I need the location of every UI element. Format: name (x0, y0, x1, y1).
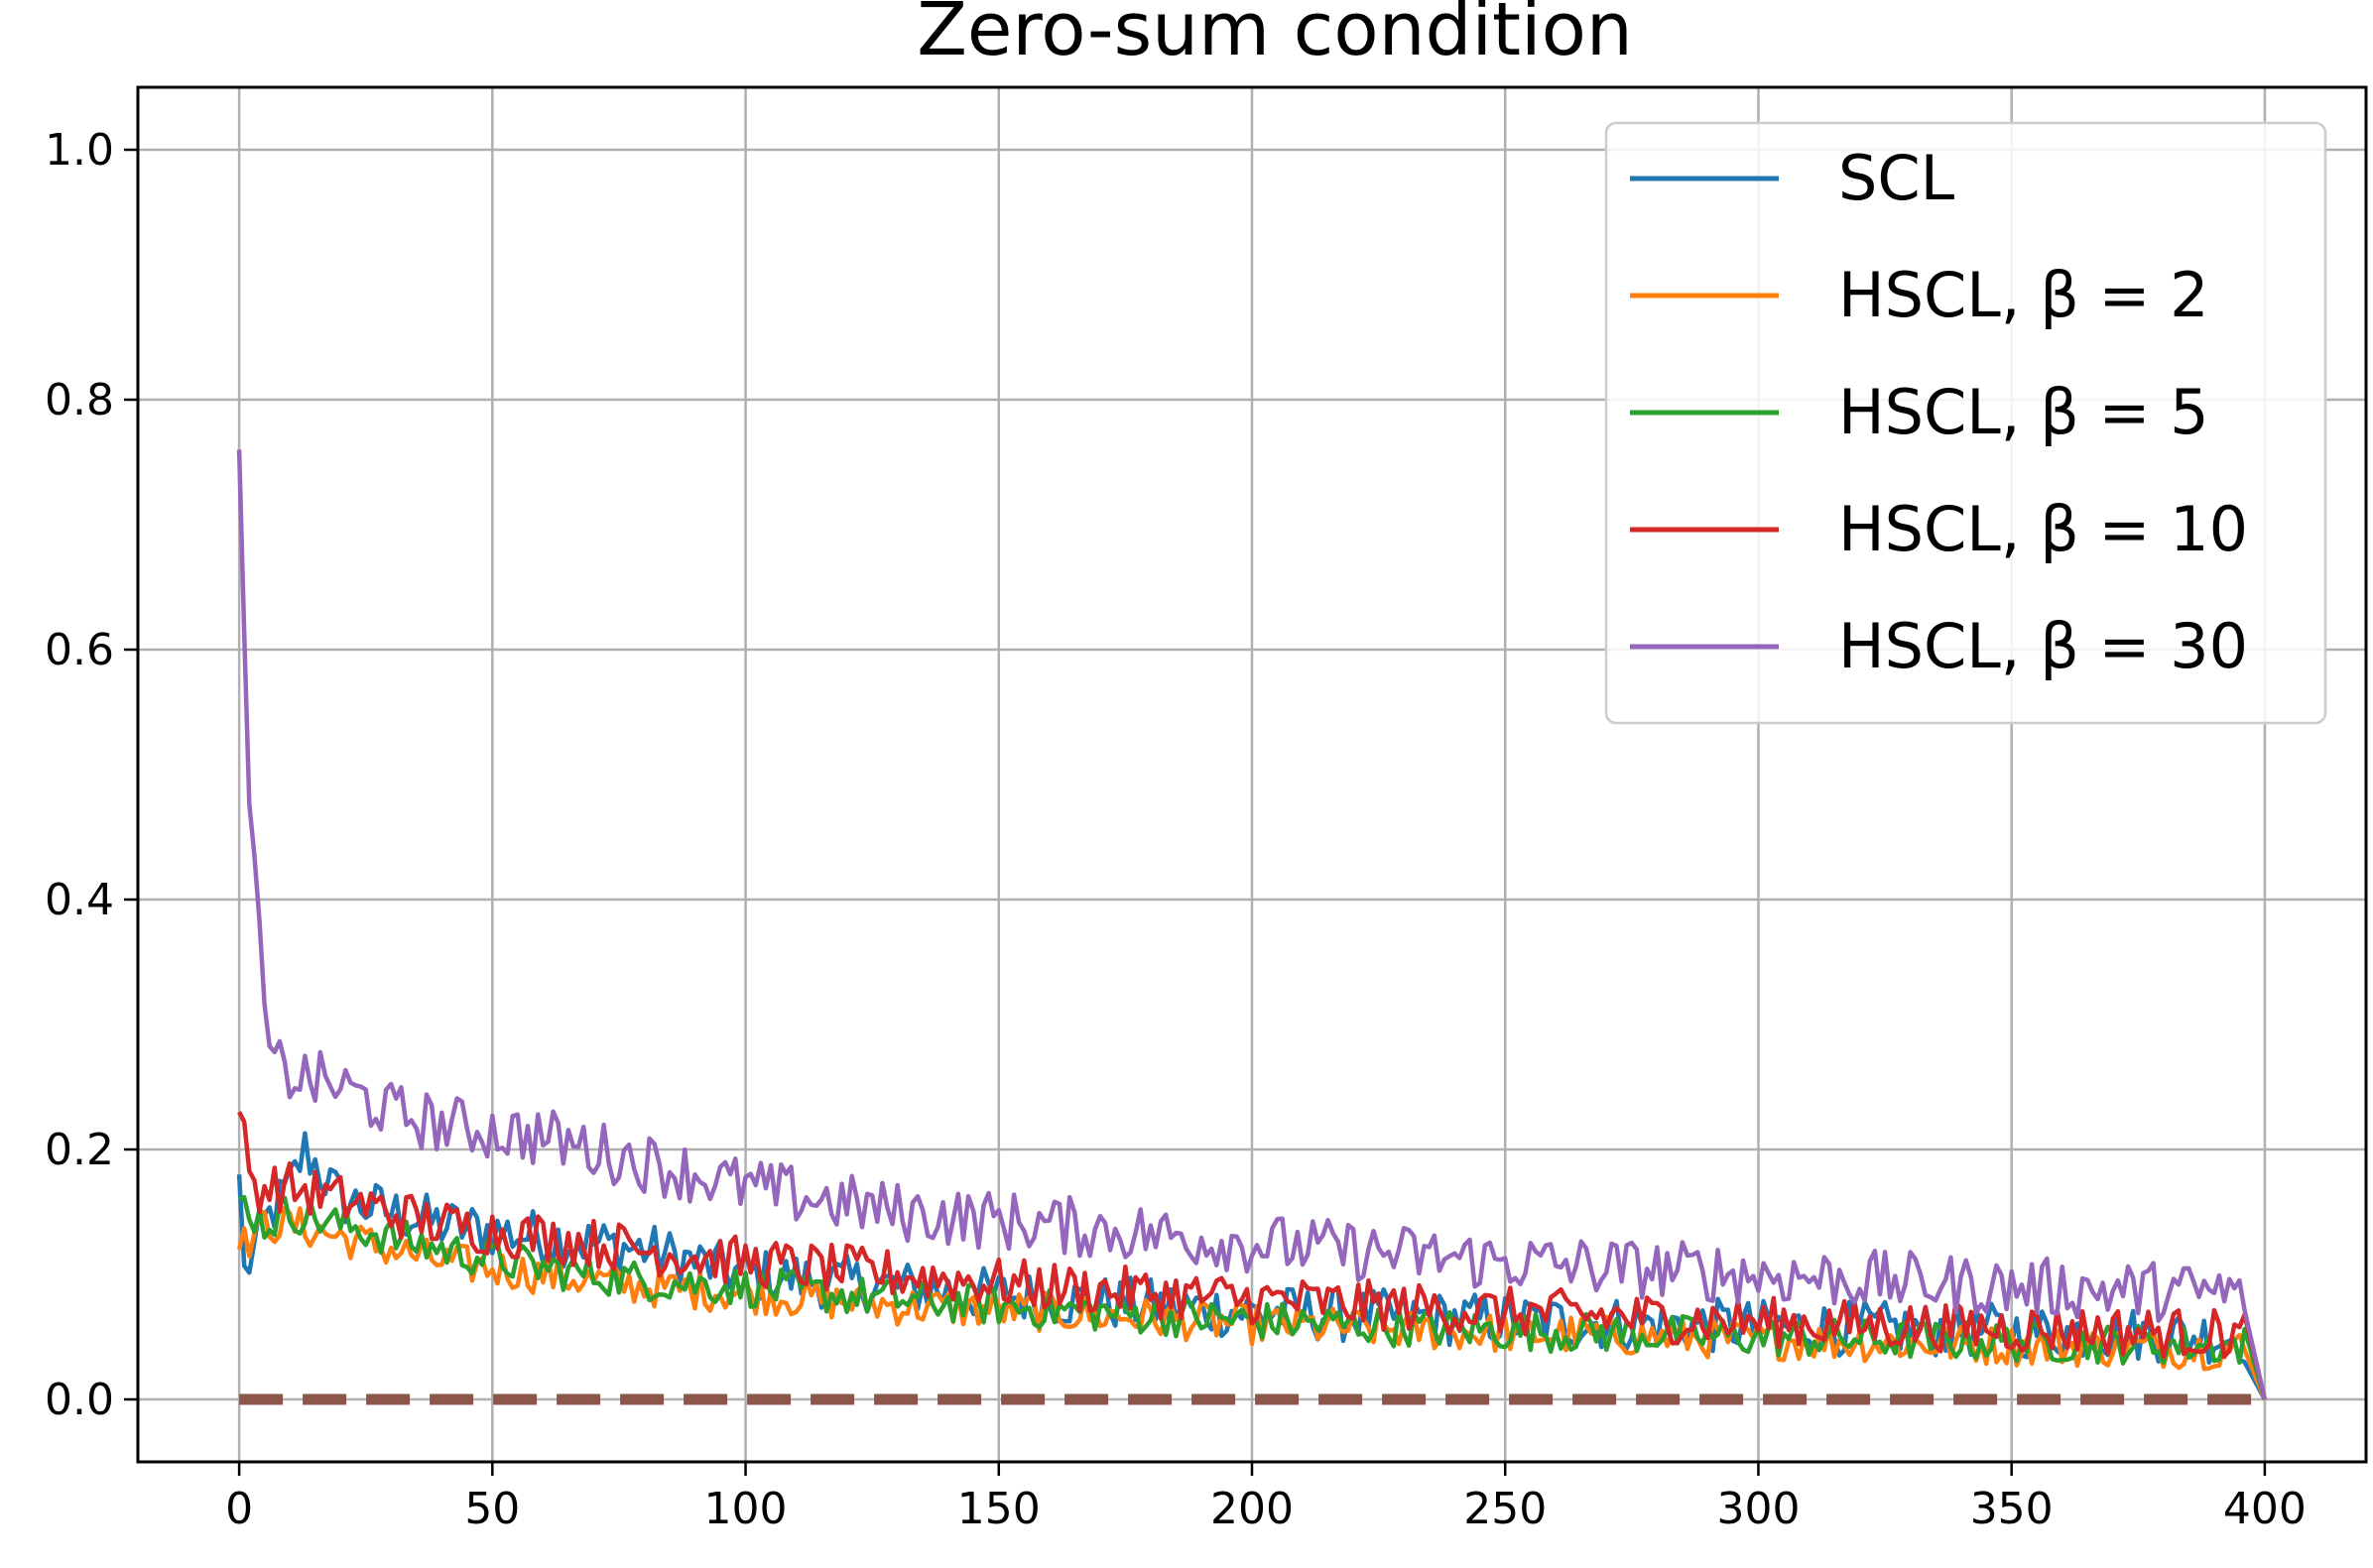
y-tick-label: 1.0 (45, 125, 114, 176)
legend: SCL HSCL, β = 2 HSCL, β = 5 HSCL, β = 10 HSC… (1604, 121, 2327, 725)
axis-ticks: 0 50 100 150 200 250 300 350 400 0.0 0.2 0.4 0.6 0.8 1… (45, 125, 2307, 1534)
x-tick-label: 300 (1716, 1484, 1800, 1534)
legend-box (1604, 121, 2327, 725)
y-tick-label: 0.4 (45, 875, 114, 925)
x-tick-label: 100 (704, 1484, 788, 1534)
x-tick-label: 0 (225, 1484, 253, 1534)
x-tick-label: 200 (1210, 1484, 1294, 1534)
chart-title: Zero-sum condition (917, 0, 1633, 72)
x-tick-label: 150 (957, 1484, 1041, 1534)
series-line-HSCL-beta-10 (237, 1111, 2268, 1400)
series-layer (236, 449, 2268, 1405)
x-tick-label: 250 (1463, 1484, 1547, 1534)
y-tick-label: 0.0 (45, 1375, 114, 1425)
y-tick-label: 0.8 (45, 375, 114, 425)
legend-label-HSCL-beta-5: HSCL, β = 5 (1838, 376, 2209, 448)
series-line-HSCL-beta-30 (236, 449, 2268, 1400)
x-tick-label: 350 (1970, 1484, 2054, 1534)
x-tick-label: 50 (464, 1484, 520, 1534)
y-tick-label: 0.2 (45, 1125, 114, 1175)
legend-label-HSCL-beta-30: HSCL, β = 30 (1838, 610, 2248, 682)
legend-label-HSCL-beta-2: HSCL, β = 2 (1838, 259, 2209, 331)
x-tick-label: 400 (2223, 1484, 2307, 1534)
legend-label-HSCL-beta-10: HSCL, β = 10 (1838, 493, 2248, 565)
y-tick-label: 0.6 (45, 625, 114, 675)
legend-label-SCL: SCL (1838, 142, 1955, 214)
